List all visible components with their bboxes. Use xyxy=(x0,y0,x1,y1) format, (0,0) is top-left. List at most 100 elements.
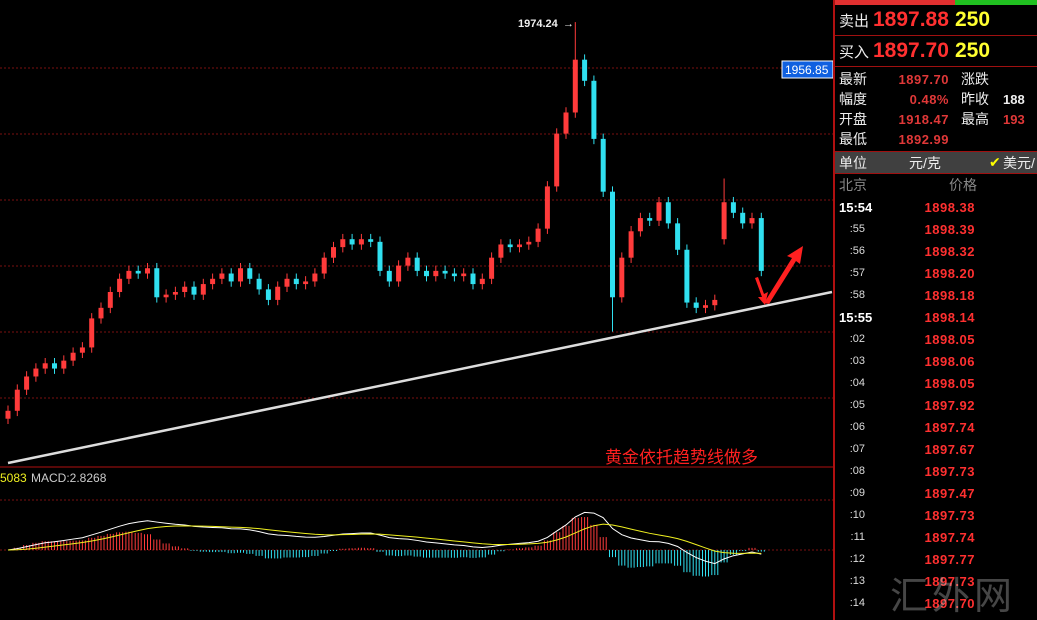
candle-body xyxy=(61,360,67,369)
candle-body xyxy=(24,376,30,390)
tick-price: 1897.74 xyxy=(924,529,975,545)
high-price-label: 1974.24 xyxy=(518,18,559,30)
tick-time: :56 xyxy=(849,245,865,257)
tick-row: 15:54 1898.38 xyxy=(835,196,1037,218)
buy-quote[interactable]: 买入 1897.70 250 xyxy=(835,36,1037,67)
candle-body xyxy=(656,202,662,221)
tick-row: :14 1897.70 xyxy=(835,592,1037,614)
candle-body xyxy=(591,80,597,139)
stat-value2: 188 xyxy=(1003,91,1025,107)
tick-price: 1898.05 xyxy=(924,375,975,391)
candle-body xyxy=(42,363,48,369)
tick-row: :12 1897.77 xyxy=(835,548,1037,570)
macd-prefix: 5083 xyxy=(0,471,27,485)
tick-time: :06 xyxy=(849,421,865,433)
candle-body xyxy=(228,273,234,282)
candle-body xyxy=(730,202,736,213)
candle-body xyxy=(98,307,104,319)
candle-body xyxy=(619,257,625,298)
price-chart[interactable]: 1974.24 → 1956.85 黄金依托趋势线做多 5083 MACD:2.… xyxy=(0,0,833,620)
candle-body xyxy=(312,273,318,282)
candle-body xyxy=(275,286,281,300)
candle-body xyxy=(647,218,653,221)
stat-key2: 昨收 xyxy=(961,91,989,107)
arrow-up-icon xyxy=(764,246,803,304)
unit-alt[interactable]: 美元/ xyxy=(1003,154,1035,171)
macd-label: MACD:2.8268 xyxy=(31,471,107,485)
candle-body xyxy=(498,244,504,258)
tick-row: :05 1897.92 xyxy=(835,394,1037,416)
candle-body xyxy=(52,363,57,369)
candle-body xyxy=(14,389,20,411)
stats-table: 最新 1897.70 涨跌 幅度 0.48% 昨收 188 开盘 1918.47 最高 193 最低 1… xyxy=(835,67,1037,152)
candle-body xyxy=(79,347,85,353)
tick-time: :05 xyxy=(849,399,865,411)
tick-row: :07 1897.67 xyxy=(835,438,1037,460)
tick-time: :10 xyxy=(849,509,865,521)
tick-time: 15:54 xyxy=(839,199,873,215)
buy-price: 1897.70 xyxy=(873,39,949,62)
candle-body xyxy=(405,257,411,266)
candle-body xyxy=(200,284,206,295)
stat-value: 1892.99 xyxy=(898,131,949,147)
dif-line xyxy=(7,511,762,565)
bid-ask-bar xyxy=(835,0,1037,5)
tick-time: :02 xyxy=(849,333,865,345)
tick-time: :11 xyxy=(850,531,865,543)
candle-body xyxy=(89,318,95,348)
tick-time: 15:55 xyxy=(839,309,873,325)
candle-body xyxy=(368,239,374,242)
tick-time: :08 xyxy=(849,465,865,477)
col-price: 价格 xyxy=(949,177,977,193)
candles xyxy=(5,22,764,424)
candle-body xyxy=(117,278,123,292)
unit-value[interactable]: 元/克 xyxy=(909,154,941,171)
tick-time: :55 xyxy=(849,223,865,235)
tick-list[interactable]: 15:54 1898.38:55 1898.39:56 1898.32:57 1898.… xyxy=(835,196,1037,614)
quote-panel: 卖出 1897.88 250 买入 1897.70 250 最新 1897.70 涨跌 幅度 0… xyxy=(833,0,1037,620)
tick-row: :02 1898.05 xyxy=(835,328,1037,350)
tick-row: :10 1897.73 xyxy=(835,504,1037,526)
tick-time: :14 xyxy=(849,597,865,609)
candle-body xyxy=(284,278,290,287)
tick-row: :57 1898.20 xyxy=(835,262,1037,284)
tick-price: 1897.73 xyxy=(924,507,975,523)
stat-row: 幅度 0.48% 昨收 188 xyxy=(839,89,1033,109)
candle-body xyxy=(600,138,606,192)
candle-body xyxy=(191,286,197,295)
stat-value: 1918.47 xyxy=(898,111,949,127)
stat-value: 0.48% xyxy=(909,91,949,107)
stat-key: 最新 xyxy=(839,71,867,87)
candle-body xyxy=(396,265,402,282)
unit-row[interactable]: 单位 元/克 ✔ 美元/ xyxy=(835,152,1037,174)
candle-body xyxy=(582,59,588,81)
candle-body xyxy=(535,228,541,242)
candle-body xyxy=(489,257,495,279)
trend-line[interactable] xyxy=(7,290,833,465)
candle-body xyxy=(210,278,216,285)
candle-body xyxy=(507,244,513,248)
tick-row: :03 1898.06 xyxy=(835,350,1037,372)
tick-time: :03 xyxy=(849,355,865,367)
candle-body xyxy=(610,191,615,298)
dea-line xyxy=(7,523,762,554)
sell-quote[interactable]: 卖出 1897.88 250 xyxy=(835,5,1037,36)
price-tag xyxy=(781,60,833,79)
candle-body xyxy=(386,270,392,282)
tick-price: 1897.70 xyxy=(924,595,975,611)
candle-body xyxy=(749,218,755,224)
unit-label: 单位 xyxy=(839,154,867,171)
sell-label: 卖出 xyxy=(839,12,870,30)
candle-body xyxy=(572,59,578,113)
tick-row: :04 1898.05 xyxy=(835,372,1037,394)
candle-body xyxy=(712,299,718,306)
candle-body xyxy=(154,268,160,298)
candle-body xyxy=(33,368,39,377)
tick-row: :09 1897.47 xyxy=(835,482,1037,504)
tick-time: :12 xyxy=(849,553,865,565)
candle-body xyxy=(145,268,150,274)
stat-row: 最低 1892.99 xyxy=(839,129,1033,149)
stat-key: 开盘 xyxy=(839,111,867,127)
tick-time: :58 xyxy=(849,289,865,301)
tick-price: 1897.73 xyxy=(924,463,975,479)
